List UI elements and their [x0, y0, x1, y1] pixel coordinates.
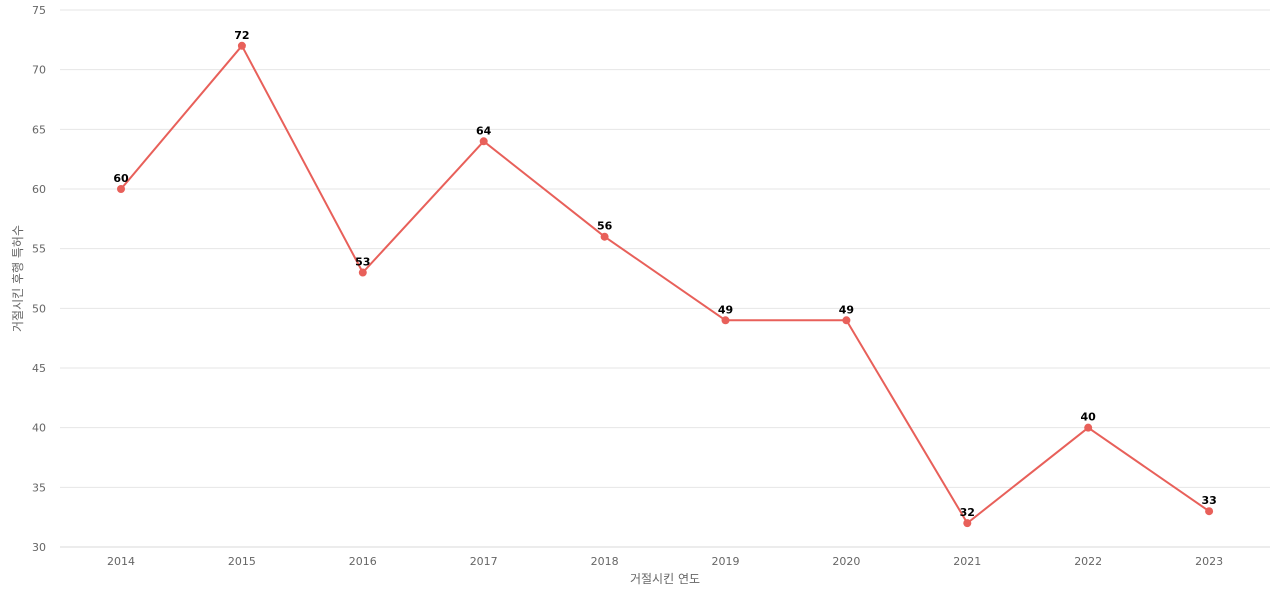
x-tick-label: 2021	[953, 555, 981, 568]
y-tick-label: 55	[32, 243, 46, 256]
data-point	[600, 232, 609, 241]
y-tick-label: 45	[32, 362, 46, 375]
data-label: 32	[960, 506, 975, 519]
x-tick-label: 2018	[591, 555, 619, 568]
y-tick-label: 70	[32, 64, 46, 77]
x-tick-label: 2023	[1195, 555, 1223, 568]
data-point	[721, 316, 730, 325]
y-tick-label: 35	[32, 481, 46, 494]
data-label: 56	[597, 220, 613, 233]
x-tick-label: 2020	[832, 555, 860, 568]
data-point	[1205, 507, 1214, 516]
data-label: 40	[1081, 411, 1097, 424]
data-point	[479, 137, 488, 146]
x-tick-label: 2019	[712, 555, 740, 568]
x-tick-label: 2015	[228, 555, 256, 568]
data-point	[237, 41, 246, 50]
data-point	[117, 185, 125, 193]
x-axis-ticks: 2014 2015 2016 2017 2018 2019 2020 2021 2022 2023	[107, 555, 1223, 568]
y-axis-ticks: 30 35 40 45 50 55 60 65 70 75	[32, 4, 46, 554]
data-point	[1084, 423, 1093, 432]
data-point	[358, 268, 367, 277]
y-tick-label: 30	[32, 541, 46, 554]
data-points	[117, 41, 1214, 528]
y-axis-title: 거절시킨 후행 특허수	[10, 225, 25, 332]
series-line	[120, 44, 1211, 525]
y-tick-label: 65	[32, 123, 46, 136]
data-label: 64	[476, 124, 492, 137]
data-label: 60	[113, 172, 129, 185]
x-tick-label: 2014	[107, 555, 135, 568]
y-tick-label: 60	[32, 183, 46, 196]
series-line-layer	[120, 44, 1211, 525]
x-tick-label: 2016	[349, 555, 377, 568]
data-label: 49	[718, 303, 733, 316]
data-labels: 60 72 53 64 56 49 49 32 40 33	[113, 29, 1216, 519]
gridlines	[60, 9, 1270, 548]
x-tick-label: 2017	[470, 555, 498, 568]
data-label: 49	[839, 303, 854, 316]
y-tick-label: 40	[32, 422, 46, 435]
data-label: 72	[234, 29, 249, 42]
x-tick-label: 2022	[1074, 555, 1102, 568]
data-point	[963, 519, 972, 528]
y-tick-label: 75	[32, 4, 46, 17]
data-label: 33	[1201, 494, 1216, 507]
data-point	[842, 316, 851, 325]
data-label: 53	[355, 256, 370, 269]
y-tick-label: 50	[32, 302, 46, 315]
x-axis-title: 거절시킨 연도	[630, 572, 700, 586]
